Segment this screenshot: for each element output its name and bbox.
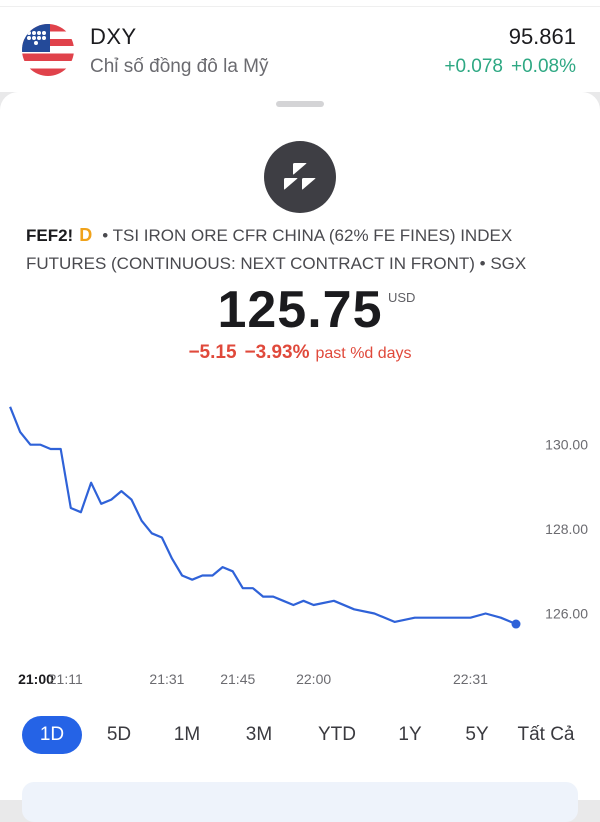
instrument-price: 125.75 (217, 281, 383, 339)
instrument-description-1: • TSI IRON ORE CFR CHINA (62% FE FINES) … (102, 226, 513, 245)
bottom-card[interactable] (22, 782, 578, 822)
top-quote-row[interactable]: DXY Chỉ số đồng đô la Mỹ 95.861 +0.078 +0… (0, 0, 600, 92)
instrument-title-line1: FEF2! D • TSI IRON ORE CFR CHINA (62% FE F… (26, 225, 586, 246)
quote-change-abs: +0.078 (444, 56, 504, 77)
range-1y[interactable]: 1Y (398, 724, 422, 745)
x-tick-label: 21:00 (18, 671, 54, 687)
range-all[interactable]: Tất Cả (517, 724, 575, 745)
range-3m[interactable]: 3M (245, 724, 273, 745)
range-5y[interactable]: 5Y (465, 724, 489, 745)
quote-symbol: DXY (90, 24, 137, 49)
x-tick-label: 21:45 (220, 671, 255, 687)
instrument-sheet: FEF2! D • TSI IRON ORE CFR CHINA (62% FE F… (0, 92, 600, 822)
price-change-abs: −5.15 (188, 342, 237, 363)
instrument-ticker: FEF2! (26, 226, 74, 245)
y-tick-label: 128.00 (545, 521, 588, 537)
x-tick-label: 21:11 (49, 671, 83, 687)
quote-change: +0.078 +0.08% (436, 56, 576, 78)
x-tick-label: 22:00 (296, 671, 331, 687)
instrument-description-2: FUTURES (CONTINUOUS: NEXT CONTRACT IN FR… (26, 254, 527, 273)
range-ytd[interactable]: YTD (318, 724, 356, 745)
price-currency: USD (388, 290, 416, 305)
price-change-period: past %d days (315, 345, 412, 362)
price-series-line (9, 406, 517, 626)
sheet-grabber[interactable] (276, 101, 324, 107)
range-5d[interactable]: 5D (106, 724, 132, 745)
x-tick-label: 21:31 (149, 671, 184, 687)
us-flag-icon (22, 24, 74, 76)
delayed-badge: D (79, 225, 93, 245)
price-change-line: −5.15 −3.93% past %d days (0, 342, 600, 364)
last-price-dot (511, 619, 521, 629)
price-change-pct: −3.93% (244, 342, 310, 363)
futures-blocks-icon (264, 141, 336, 213)
quote-name: Chỉ số đồng đô la Mỹ (90, 56, 269, 77)
range-1d[interactable]: 1D (22, 716, 82, 754)
quote-change-pct: +0.08% (511, 56, 576, 77)
quote-last-price: 95.861 (508, 24, 576, 49)
x-tick-label: 22:31 (453, 671, 488, 687)
y-tick-label: 126.00 (545, 605, 588, 621)
price-block: 125.75 (0, 280, 600, 340)
range-selector: 1D 5D 1M 3M YTD 1Y 5Y Tất Cả (0, 716, 600, 756)
range-1m[interactable]: 1M (173, 724, 201, 745)
y-tick-label: 130.00 (545, 437, 588, 453)
divider (0, 6, 600, 7)
